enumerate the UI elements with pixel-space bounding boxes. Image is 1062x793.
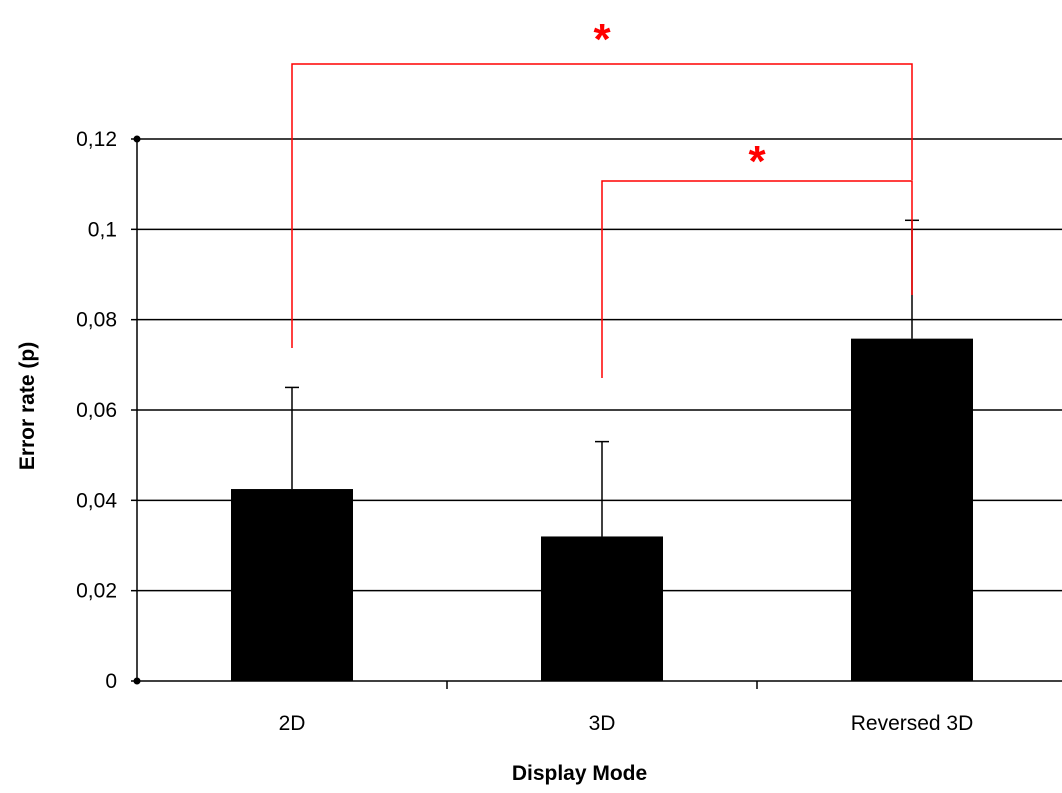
significance-annotations: ** — [291, 15, 913, 378]
significance-star: * — [593, 15, 611, 64]
bar — [851, 338, 973, 681]
axes: 0 0,02 0,04 0,06 0,08 0,1 0,12 2D 3D Reversed 3D — [76, 128, 1062, 735]
significance-bracket — [601, 180, 913, 378]
bar — [541, 536, 663, 681]
y-tick-label: 0 — [105, 670, 117, 693]
x-tick-label: Reversed 3D — [851, 712, 974, 735]
x-axis-title: Display Mode — [512, 762, 647, 785]
axis-end-marker — [133, 677, 141, 685]
y-tick-label: 0,04 — [76, 489, 117, 512]
y-tick-label: 0,08 — [76, 309, 117, 332]
axis-end-marker — [133, 135, 141, 143]
y-tick-label: 0,12 — [76, 128, 117, 151]
x-tick-label: 2D — [279, 712, 306, 735]
significance-bracket — [291, 63, 913, 348]
y-axis-title: Error rate (p) — [16, 342, 39, 470]
bar — [231, 489, 353, 681]
y-tick-label: 0,06 — [76, 399, 117, 422]
significance-star: * — [748, 137, 766, 186]
y-tick-label: 0,02 — [76, 580, 117, 603]
x-tick-label: 3D — [589, 712, 616, 735]
bars — [231, 219, 973, 681]
y-tick-label: 0,1 — [88, 218, 117, 241]
